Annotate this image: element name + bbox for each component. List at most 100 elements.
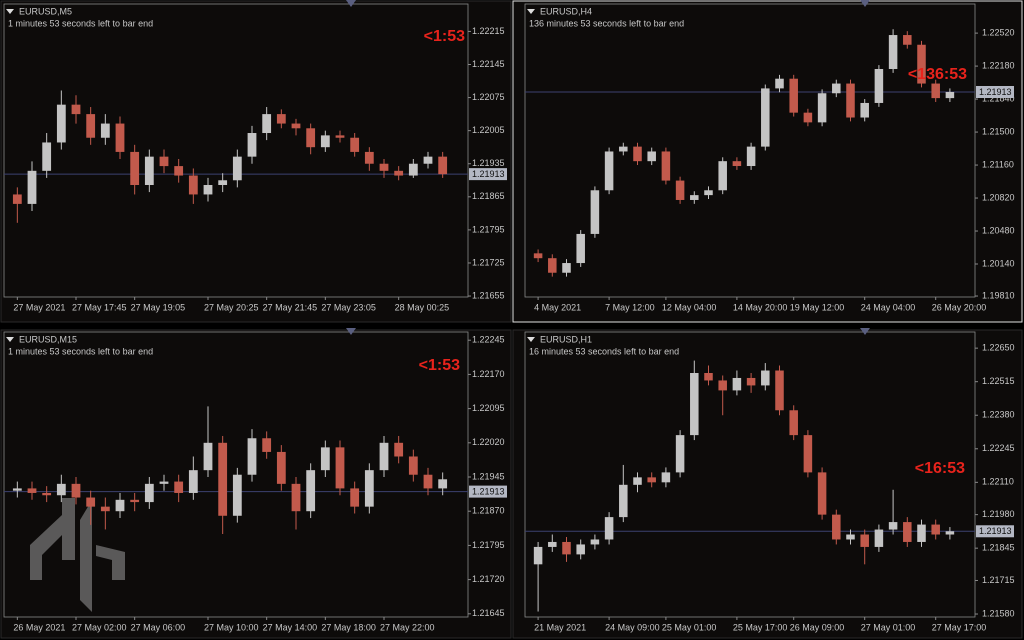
candle-body — [335, 135, 345, 138]
candle-body — [888, 35, 898, 70]
candle-body — [188, 470, 198, 493]
x-tick-label: 27 May 20:25 — [204, 302, 259, 312]
x-tick-label: 27 May 06:00 — [131, 622, 186, 632]
x-tick-label: 27 May 17:45 — [72, 302, 127, 312]
candle-body — [675, 180, 685, 200]
candle-body — [291, 483, 301, 512]
y-tick-label: 1.21715 — [982, 575, 1015, 585]
candle-body — [647, 151, 656, 162]
candle-body — [761, 88, 770, 147]
x-tick-label: 27 May 22:00 — [380, 622, 435, 632]
candle-body — [174, 166, 184, 176]
y-tick-label: 1.21160 — [982, 159, 1014, 169]
price-tag — [469, 485, 507, 498]
candle-body — [86, 497, 96, 507]
price-tag-label: 1.21913 — [472, 169, 505, 179]
candle-body — [71, 483, 81, 498]
candle-body — [533, 546, 543, 565]
y-tick-label: 1.21865 — [472, 191, 505, 201]
candle-body — [174, 481, 184, 493]
candle-body — [379, 442, 389, 471]
candle-body — [548, 541, 557, 547]
candle-body — [576, 233, 585, 264]
x-tick-label: 14 May 20:00 — [733, 302, 788, 312]
candle-body — [832, 83, 841, 94]
y-tick-label: 1.21870 — [472, 506, 505, 516]
candle-body — [860, 534, 869, 547]
y-tick-label: 1.22005 — [472, 125, 505, 135]
y-tick-label: 1.22650 — [982, 343, 1015, 353]
x-tick-label: 21 May 2021 — [534, 622, 586, 632]
candle-body — [917, 44, 926, 84]
chart-subtitle: 16 minutes 53 seconds left to bar end — [529, 346, 679, 356]
candle-body — [364, 470, 374, 507]
y-tick-label: 1.21795 — [472, 540, 505, 550]
title-arrow — [6, 9, 14, 14]
candle-body — [803, 112, 813, 123]
candle-body — [247, 133, 257, 157]
candle-body — [144, 483, 154, 503]
title-arrow — [527, 9, 535, 14]
candle-body — [218, 442, 228, 516]
candle-body — [335, 447, 345, 489]
candle-body — [917, 524, 926, 542]
candle-body — [100, 506, 110, 512]
scroll-marker — [860, 328, 870, 335]
candle-body — [945, 531, 955, 535]
candle-body — [704, 190, 713, 196]
candle-body — [159, 156, 169, 167]
x-tick-label: 24 May 09:00 — [605, 622, 660, 632]
x-tick-label: 26 May 2021 — [13, 622, 65, 632]
y-tick-label: 1.21845 — [982, 543, 1015, 553]
price-tag — [976, 85, 1014, 98]
price-tag-label: 1.21913 — [979, 87, 1012, 97]
y-tick-label: 1.22245 — [982, 443, 1015, 453]
y-tick-label: 1.22110 — [982, 477, 1014, 487]
y-tick-label: 1.21935 — [472, 158, 505, 168]
y-tick-label: 1.22245 — [472, 335, 505, 345]
candle-body — [394, 442, 404, 457]
candle-body — [704, 372, 713, 381]
candle-body — [27, 488, 37, 493]
candle-body — [320, 447, 330, 471]
candle-body — [718, 161, 727, 191]
candle-body — [394, 170, 404, 176]
y-tick-label: 1.21945 — [472, 471, 505, 481]
plot-area — [3, 331, 469, 618]
candle-body — [931, 83, 940, 99]
y-tick-label: 1.19810 — [982, 290, 1015, 300]
plot-area — [3, 3, 469, 298]
candle-body — [775, 78, 784, 89]
y-tick-label: 1.22380 — [982, 410, 1015, 420]
candle-body — [232, 156, 242, 181]
candle-body — [647, 477, 656, 483]
candle-body — [732, 377, 742, 391]
candle-body — [86, 114, 96, 138]
candle-body — [276, 114, 286, 124]
countdown-annotation: <1:53 — [424, 28, 465, 45]
y-tick-label: 1.21795 — [472, 224, 505, 234]
candle-body — [690, 195, 699, 200]
title-arrow — [6, 337, 14, 342]
candle-body — [562, 263, 571, 273]
candle-body — [690, 372, 699, 436]
x-tick-label: 27 May 2021 — [13, 302, 65, 312]
x-tick-label: 27 May 14:00 — [263, 622, 318, 632]
x-tick-label: 25 May 17:00 — [733, 622, 788, 632]
y-tick-label: 1.22215 — [472, 26, 505, 36]
chart-subtitle: 1 minutes 53 seconds left to bar end — [8, 18, 153, 28]
candle-body — [675, 435, 685, 473]
candle-body — [320, 135, 330, 148]
chart-subtitle: 1 minutes 53 seconds left to bar end — [8, 346, 153, 356]
y-tick-label: 1.20480 — [982, 225, 1015, 235]
candle-body — [604, 151, 614, 191]
chart-subtitle: 136 minutes 53 seconds left to bar end — [529, 18, 684, 28]
candle-body — [12, 194, 22, 204]
candle-body — [846, 534, 855, 540]
candle-body — [718, 380, 727, 391]
candle-body — [203, 442, 213, 471]
x-tick-label: 27 May 02:00 — [72, 622, 127, 632]
y-tick-label: 1.22180 — [982, 60, 1015, 70]
countdown-annotation: <1:53 — [419, 357, 460, 374]
